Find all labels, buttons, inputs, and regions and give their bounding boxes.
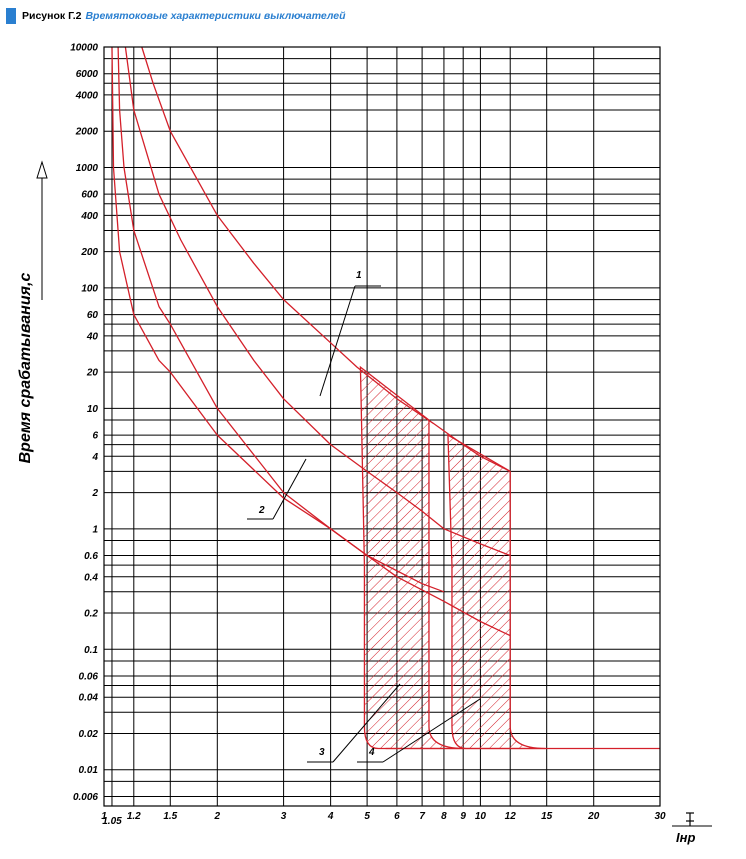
x-tick-label: 1.2 — [127, 811, 141, 822]
x-tick-label: 2 — [214, 811, 221, 822]
y-tick-label: 1 — [92, 524, 98, 535]
x-tick-label: 12 — [505, 811, 517, 822]
x-tick-label: 1 — [101, 811, 107, 822]
y-tick-label: 2000 — [75, 127, 99, 138]
x-tick-label: 7 — [419, 811, 425, 822]
y-tick-label: 0.4 — [84, 572, 98, 583]
series-line — [141, 46, 511, 472]
x-tick-label: 9 — [460, 811, 466, 822]
x-tick-label: 8 — [441, 811, 447, 822]
x-tick-label: 30 — [654, 811, 666, 822]
callout-leader — [382, 698, 481, 763]
y-tick-label: 0.1 — [84, 645, 98, 656]
callout-label: 3 — [319, 747, 325, 758]
chart-axes — [103, 46, 661, 807]
series-line — [117, 46, 511, 637]
y-tick-label: 4 — [91, 452, 98, 463]
y-tick-label: 0.006 — [73, 792, 98, 803]
y-tick-label: 600 — [81, 190, 98, 201]
y-tick-label: 6 — [92, 431, 98, 442]
x-tick-label: 6 — [394, 811, 400, 822]
callout-label: 4 — [368, 747, 375, 758]
callout-label: 1 — [356, 270, 362, 281]
x-tick-label: 1.05 — [102, 816, 122, 827]
figure-number: Рисунок Г.2 — [22, 10, 82, 22]
y-tick-label: 0.01 — [79, 765, 99, 776]
title-marker-icon — [6, 8, 16, 24]
series-line — [124, 46, 511, 557]
y-tick-label: 0.02 — [79, 729, 99, 740]
y-tick-label: 4000 — [75, 90, 99, 101]
y-tick-label: 400 — [80, 211, 98, 222]
y-axis-arrow-icon — [36, 160, 48, 300]
x-tick-label: 1.5 — [163, 811, 177, 822]
x-tick-label: 3 — [281, 811, 287, 822]
y-tick-label: 0.6 — [84, 551, 98, 562]
chart-grid — [104, 46, 661, 806]
x-tick-label: 10 — [475, 811, 487, 822]
figure-title: Рисунок Г.2 Времятоковые характеристики … — [6, 6, 346, 26]
x-tick-label: 20 — [587, 811, 600, 822]
y-axis-label: Время срабатывания,с — [17, 273, 34, 464]
callout-leader — [319, 285, 356, 397]
arrow-head — [36, 160, 48, 179]
y-tick-label: 20 — [86, 368, 99, 379]
y-tick-label: 200 — [80, 247, 98, 258]
y-tick-label: 0.2 — [84, 609, 98, 620]
curve-callouts: 1 2 3 4 — [247, 270, 481, 763]
figure-caption: Времятоковые характеристики выключателей — [85, 10, 346, 22]
y-tick-label: 0.06 — [79, 672, 99, 683]
hatch-bands — [359, 365, 546, 750]
y-tick-label: 2 — [91, 488, 98, 499]
y-tick-label: 40 — [86, 331, 99, 342]
series-line — [111, 46, 445, 593]
x-tick-label: 5 — [364, 811, 370, 822]
y-tick-label: 0.04 — [79, 693, 99, 704]
y-tick-label: 60 — [87, 310, 99, 321]
hatch-band — [359, 365, 465, 750]
callout-leader — [332, 683, 401, 763]
x-unit-label: Iнр — [676, 830, 695, 845]
y-tick-label: 1000 — [76, 163, 99, 174]
y-tick-label: 100 — [81, 283, 98, 294]
x-tick-label: 4 — [327, 811, 334, 822]
y-tick-label: 6000 — [76, 69, 99, 80]
tick-labels: 10000 6000 4000 2000 1000 600 400 200 100 60 40 20 1… — [70, 43, 666, 828]
x-unit-icon — [672, 812, 712, 827]
y-tick-label: 10000 — [70, 43, 98, 54]
callout-label: 2 — [258, 505, 265, 516]
characteristic-curves — [111, 46, 660, 750]
callout-leader — [272, 458, 307, 520]
plot-frame — [103, 46, 661, 807]
x-tick-label: 15 — [541, 811, 553, 822]
y-tick-label: 10 — [87, 404, 99, 415]
